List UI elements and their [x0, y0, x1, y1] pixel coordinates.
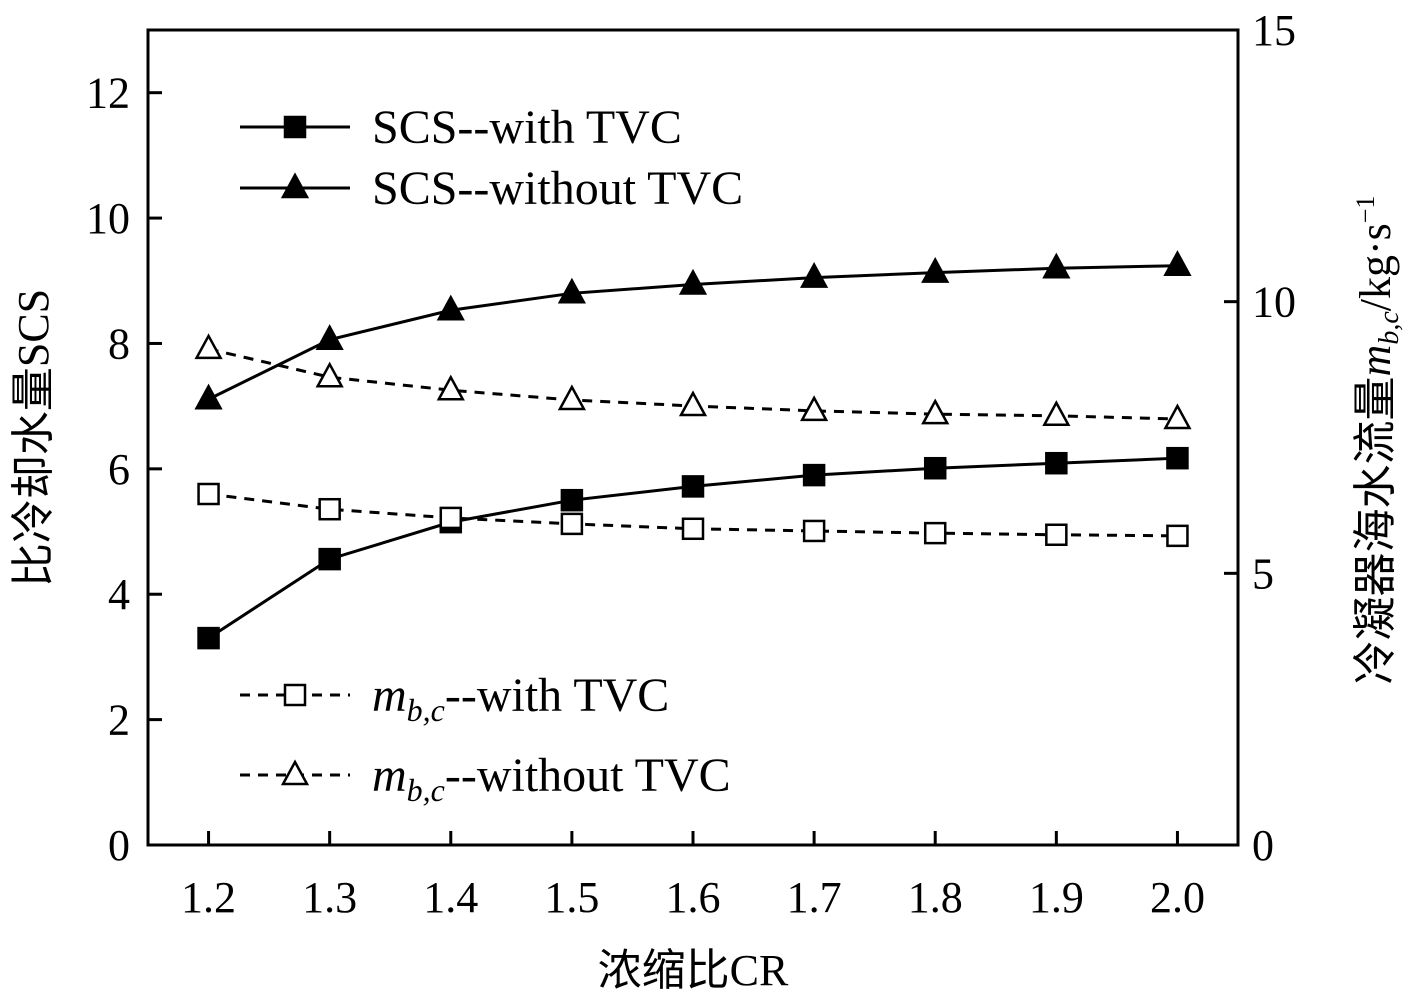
data-point [800, 395, 829, 422]
y-right-tick-label: 5 [1252, 549, 1274, 598]
y-tick-label: 6 [108, 445, 130, 494]
data-point [194, 333, 223, 360]
data-point [318, 497, 341, 521]
data-point [921, 257, 950, 283]
series-1 [194, 250, 1192, 410]
legend-marker [280, 759, 310, 786]
y-right-axis-label: 冷凝器海水流量mb,c/kg·s−1 [1351, 196, 1405, 685]
data-point [1163, 250, 1192, 276]
legend-sub: b,c [407, 692, 445, 728]
y-right-tick-label: 15 [1252, 6, 1296, 55]
y-right-label-part: b,c [1374, 311, 1405, 345]
x-tick-label: 1.7 [787, 873, 842, 922]
x-tick-label: 1.6 [666, 873, 721, 922]
x-tick-label: 1.4 [423, 873, 478, 922]
data-point [802, 519, 826, 543]
data-point [557, 384, 586, 411]
legend-marker [283, 115, 307, 139]
y-right-label-part: m [1351, 345, 1400, 377]
data-point [315, 324, 344, 350]
data-point [436, 294, 465, 321]
data-point [436, 374, 465, 401]
data-point [802, 463, 826, 487]
data-point [560, 488, 584, 512]
data-point [1045, 523, 1068, 547]
legend-marker [280, 172, 310, 199]
data-point [921, 398, 950, 425]
data-point [923, 456, 947, 480]
data-point [560, 512, 584, 536]
data-point [1042, 252, 1071, 279]
series-2 [197, 482, 1189, 548]
y-axis-label: 比冷却水量SCS [9, 289, 58, 587]
y-tick-label: 4 [108, 570, 130, 619]
data-point [318, 547, 341, 571]
y-right-label-part: /kg·s [1351, 223, 1400, 311]
data-point [194, 383, 223, 410]
legend-text: --with TVC [445, 669, 669, 722]
legend-entry: SCS--with TVC [372, 101, 682, 154]
x-tick-label: 1.9 [1029, 873, 1084, 922]
legend-entry: mb,c--without TVC [372, 749, 731, 808]
y-tick-label: 12 [86, 69, 130, 118]
y-right-label-part: 冷凝器海水流量 [1351, 376, 1400, 684]
series-line [208, 492, 1178, 538]
data-point [678, 390, 708, 417]
series-3 [194, 333, 1192, 430]
y-tick-label: 0 [108, 821, 130, 870]
x-tick-label: 2.0 [1150, 873, 1205, 922]
data-point [678, 268, 708, 295]
data-point [1045, 451, 1068, 475]
x-tick-label: 1.2 [181, 873, 236, 922]
series-0 [197, 446, 1189, 650]
x-tick-label: 1.3 [302, 873, 357, 922]
y-tick-label: 8 [108, 319, 130, 368]
data-point [923, 521, 947, 545]
data-point [1166, 524, 1189, 548]
legend-text: --without TVC [445, 749, 731, 802]
y-tick-label: 10 [86, 194, 130, 243]
data-point [681, 475, 705, 498]
data-point [557, 277, 586, 304]
data-point [681, 517, 705, 541]
legend-marker [283, 683, 307, 707]
data-point [197, 626, 220, 650]
legend-entry: SCS--without TVC [372, 162, 743, 215]
data-point [1042, 400, 1071, 427]
data-point [439, 506, 463, 530]
data-point [315, 361, 344, 388]
legend-sub: b,c [407, 772, 445, 808]
legend-var: m [372, 669, 407, 722]
y-tick-label: 2 [108, 696, 130, 745]
x-axis-label: 浓缩比CR [598, 946, 789, 995]
data-point [1163, 403, 1192, 430]
plot-frame [146, 28, 1240, 847]
data-point [197, 482, 220, 506]
data-point [1166, 446, 1189, 470]
y-right-label-part: −1 [1351, 196, 1380, 224]
x-tick-label: 1.8 [908, 873, 963, 922]
legend-var: m [372, 749, 407, 802]
x-tick-label: 1.5 [544, 873, 599, 922]
legend-entry: mb,c--with TVC [372, 669, 669, 728]
y-right-tick-label: 0 [1252, 821, 1274, 870]
data-point [800, 262, 829, 288]
y-right-tick-label: 10 [1252, 278, 1296, 327]
